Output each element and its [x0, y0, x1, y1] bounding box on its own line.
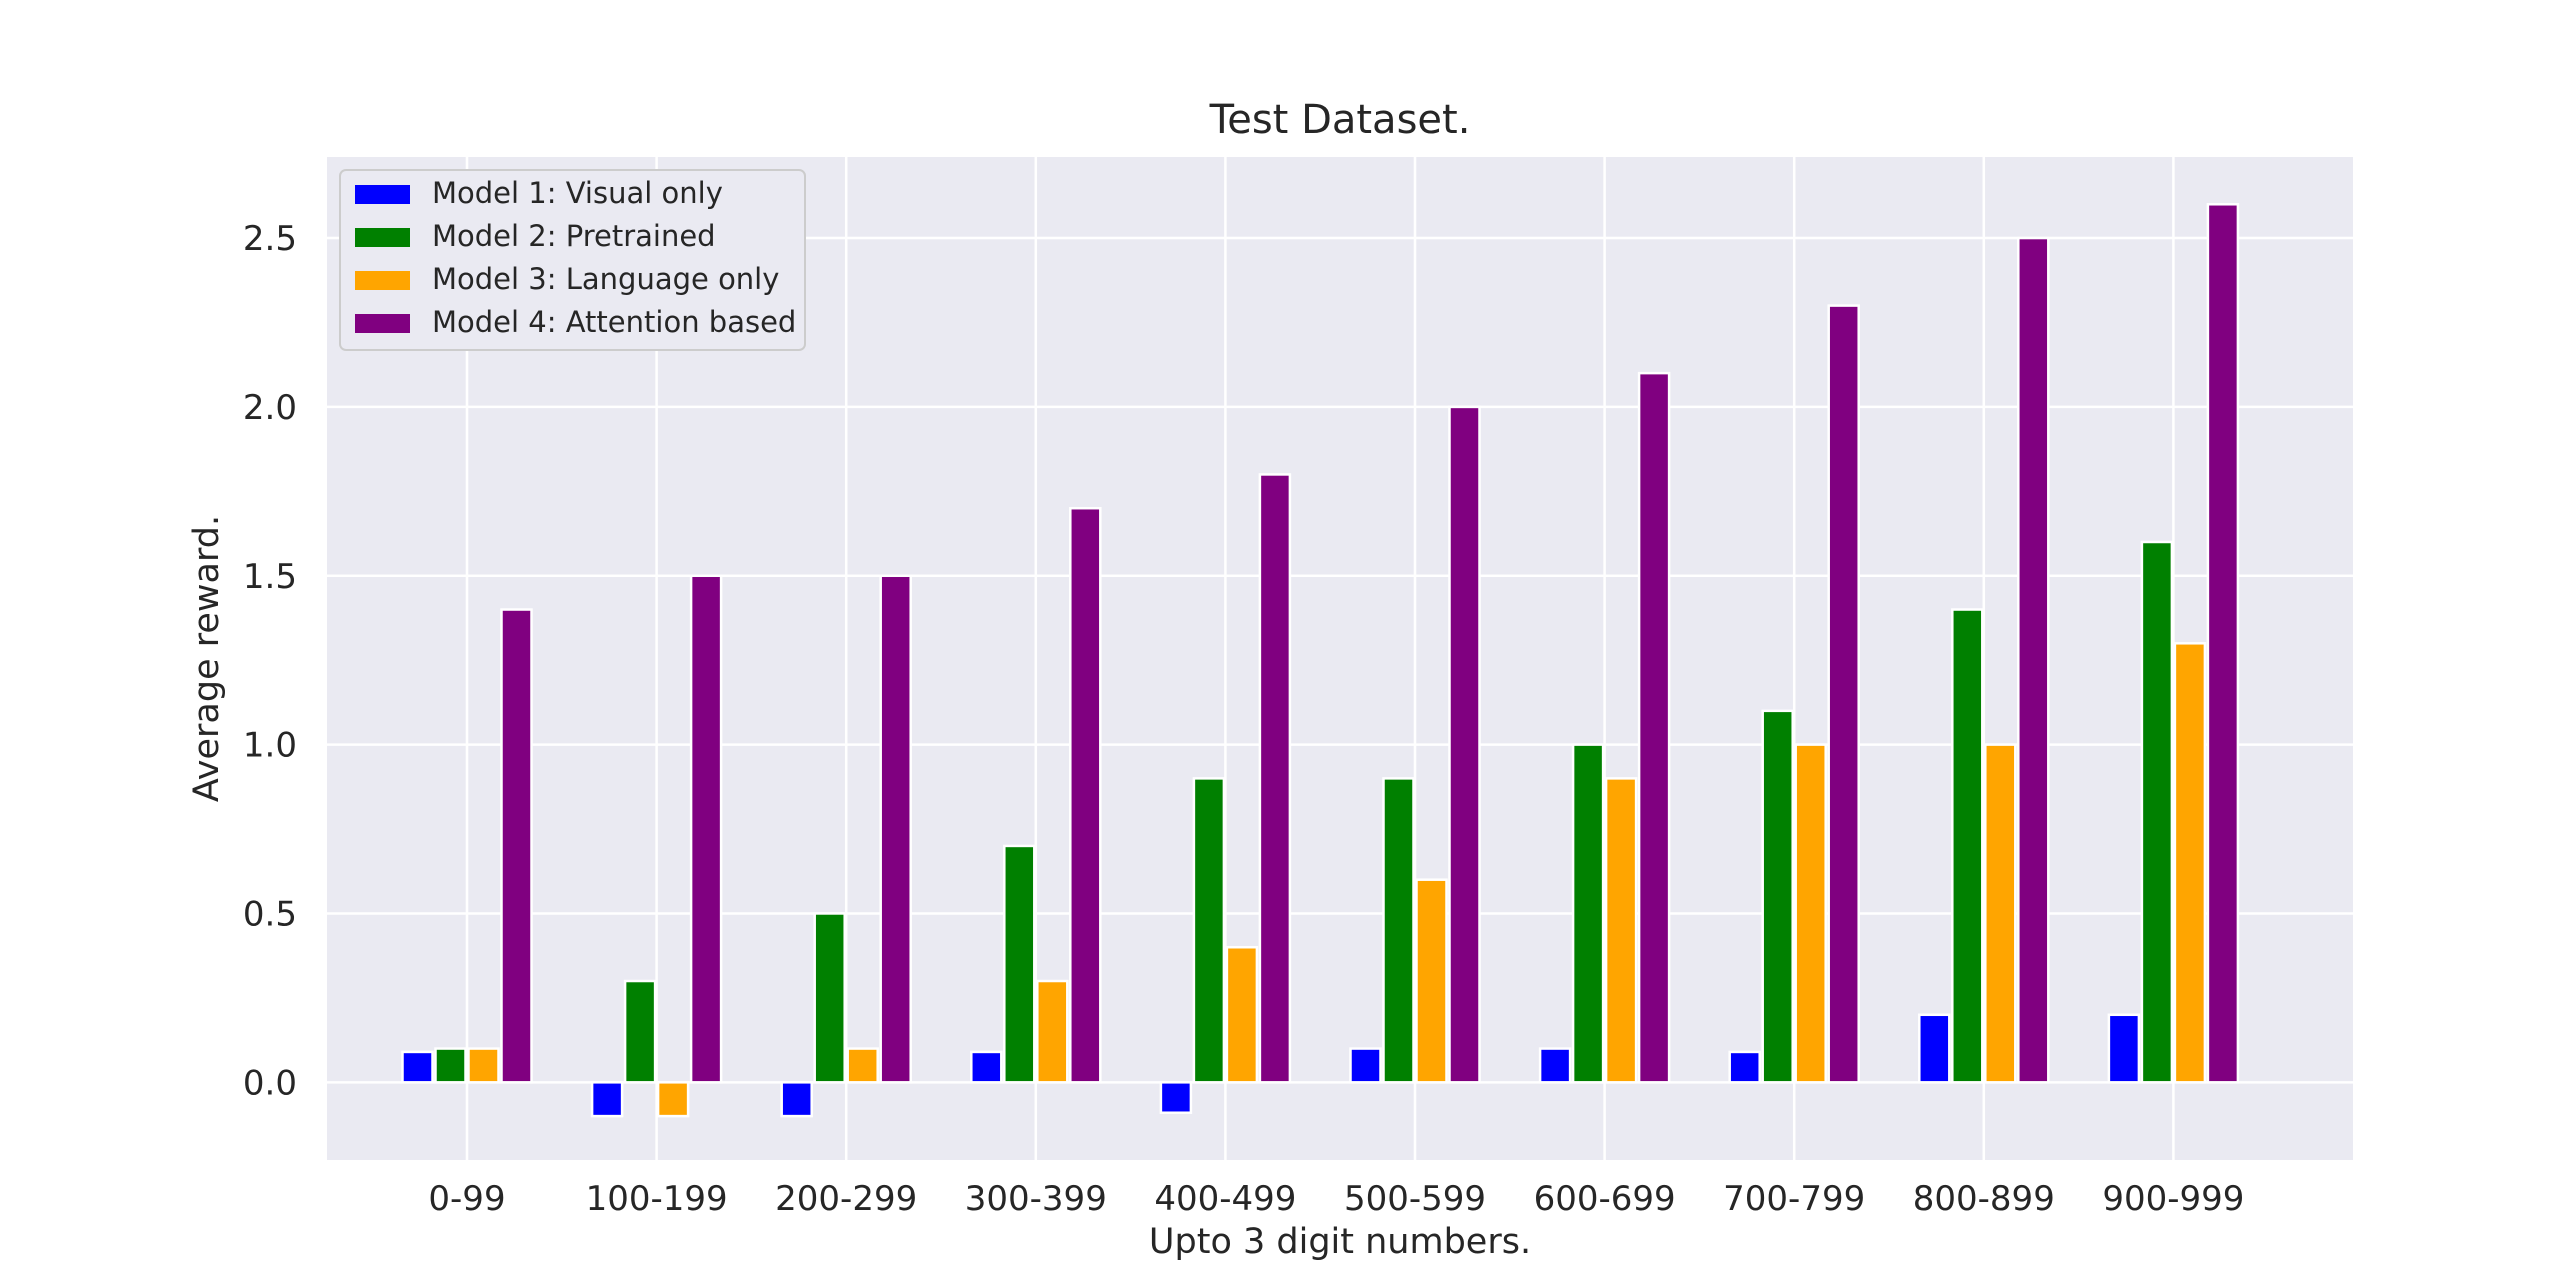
bar — [623, 979, 657, 1084]
bars — [401, 203, 2240, 1118]
legend-label: Model 2: Pretrained — [432, 219, 716, 253]
y-tick-label: 0.5 — [243, 894, 297, 934]
y-tick-label: 1.0 — [243, 726, 297, 766]
x-tick-label: 900-999 — [2102, 1179, 2244, 1219]
bar — [1069, 506, 1102, 1084]
legend-swatch — [355, 314, 410, 333]
bar — [1382, 777, 1415, 1084]
x-tick-label: 600-699 — [1534, 1179, 1676, 1219]
bar — [1761, 709, 1794, 1084]
bar — [1225, 945, 1259, 1084]
bar — [1258, 473, 1292, 1084]
bar — [1415, 878, 1448, 1084]
bar — [2173, 642, 2207, 1084]
legend-swatch — [355, 185, 410, 204]
bar — [467, 1047, 500, 1084]
bar — [1984, 743, 2017, 1084]
bar — [1794, 743, 1827, 1084]
legend-label: Model 4: Attention based — [432, 305, 796, 339]
y-tick-labels: 0.0 0.5 1.0 1.5 2.0 2.5 — [243, 219, 297, 1103]
x-tick-label: 500-599 — [1344, 1179, 1486, 1219]
bar — [1827, 304, 1860, 1084]
y-tick-label: 0.0 — [243, 1063, 297, 1103]
bar — [1036, 979, 1069, 1084]
x-tick-label: 800-899 — [1913, 1179, 2055, 1219]
bar — [1728, 1050, 1761, 1084]
bar — [846, 1047, 879, 1084]
legend-label: Model 3: Language only — [432, 262, 779, 296]
bar — [590, 1081, 624, 1118]
y-tick-label: 2.0 — [243, 388, 297, 428]
legend-box — [339, 169, 806, 351]
bar — [2017, 236, 2050, 1084]
bar — [401, 1050, 434, 1084]
bar — [656, 1081, 690, 1118]
x-tick-label: 0-99 — [428, 1179, 505, 1219]
legend-swatch — [355, 228, 410, 247]
bar — [1604, 777, 1638, 1084]
bar — [1192, 777, 1226, 1084]
x-tick-label: 100-199 — [586, 1179, 728, 1219]
bar — [2206, 203, 2240, 1084]
bar — [970, 1050, 1003, 1084]
bar — [434, 1047, 467, 1084]
x-axis-label: Upto 3 digit numbers. — [1149, 1222, 1531, 1262]
bar — [1918, 1013, 1951, 1084]
bar — [2140, 540, 2174, 1084]
bar — [780, 1081, 813, 1118]
x-tick-labels: 0-99 100-199 200-299 300-399 400-499 500-599 6… — [428, 1179, 2244, 1219]
legend-label: Model 1: Visual only — [432, 176, 723, 210]
bar — [2107, 1013, 2141, 1084]
bar — [1538, 1047, 1572, 1084]
bar — [813, 912, 846, 1084]
bar — [1951, 608, 1984, 1084]
legend-swatch — [355, 271, 410, 290]
x-tick-label: 300-399 — [965, 1179, 1107, 1219]
bar — [1003, 844, 1036, 1084]
bar — [1448, 405, 1481, 1084]
y-tick-label: 1.5 — [243, 557, 297, 597]
x-tick-label: 700-799 — [1723, 1179, 1865, 1219]
y-axis-label: Average reward. — [187, 515, 227, 802]
y-tick-label: 2.5 — [243, 219, 297, 259]
bar — [500, 608, 533, 1084]
bar — [879, 574, 912, 1084]
bar — [1159, 1081, 1193, 1114]
x-tick-label: 200-299 — [775, 1179, 917, 1219]
x-tick-label: 400-499 — [1154, 1179, 1296, 1219]
bar — [689, 574, 723, 1084]
bar — [1349, 1047, 1382, 1084]
legend: Model 1: Visual only Model 2: Pretrained M… — [339, 169, 806, 351]
chart-title: Test Dataset. — [1209, 97, 1471, 143]
bar — [1571, 743, 1605, 1084]
bar — [1637, 371, 1671, 1084]
